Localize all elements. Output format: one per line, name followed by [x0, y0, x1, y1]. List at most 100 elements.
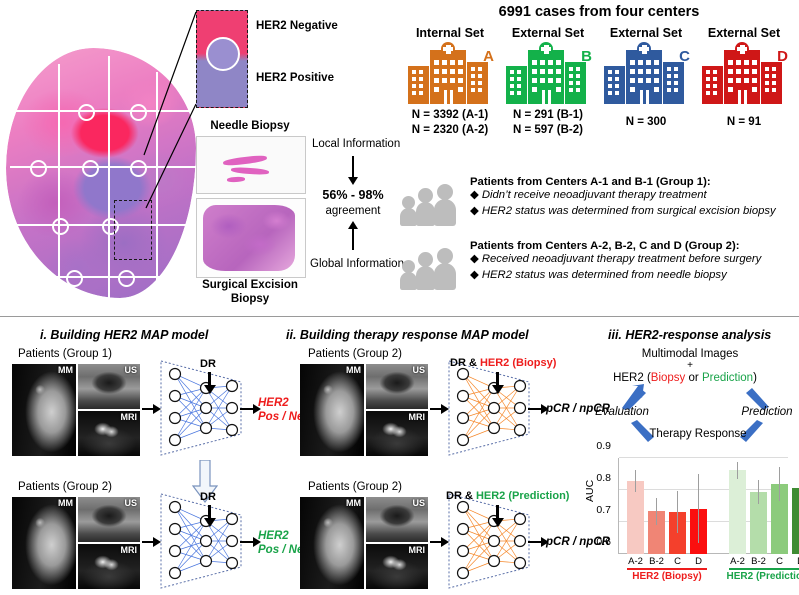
page-title: HER2 Intratumoral Heterogeneity: [38, 8, 166, 44]
chart-error-bar: [634, 470, 637, 493]
chart-gridline: [619, 489, 788, 490]
center-letter: C: [679, 48, 690, 65]
scan-tag-us: US: [124, 365, 137, 375]
ultrasound-image: US: [366, 364, 428, 409]
arrow-down-icon: [203, 372, 216, 394]
chart-error-bar: [736, 461, 739, 480]
agreement-block: 56% - 98% agreement: [310, 188, 396, 219]
chart-bar: [771, 483, 788, 554]
arrow-down-right-icon: [631, 420, 654, 442]
mri-image: MRI: [366, 411, 428, 456]
group-1-block: Patients from Centers A-1 and B-1 (Group…: [400, 176, 776, 226]
group-1-title: Patients from Centers A-1 and B-1 (Group…: [470, 176, 711, 188]
arrow-right-icon: [430, 404, 449, 413]
chart-group-underline: [729, 568, 799, 570]
panel-ii-row1-patients: Patients (Group 2): [308, 348, 402, 360]
chart-group-label: HER2 (Biopsy): [632, 571, 702, 582]
tissue-section: [203, 205, 295, 271]
puzzle-knob: [102, 218, 119, 235]
chart-x-tick: D: [695, 556, 702, 567]
panel-ii-row2-output: pCR / npCR: [546, 536, 610, 548]
arrow-down-left-icon: [740, 420, 763, 442]
chart-y-tick: 0.6: [596, 536, 611, 548]
chart-x-tick: B-2: [649, 556, 664, 567]
surgical-biopsy-image: [196, 198, 306, 278]
chart-error-bar: [676, 491, 679, 534]
agreement-word: agreement: [325, 205, 381, 217]
mammography-image: MM: [12, 497, 76, 589]
centers-title: 6991 cases from four centers: [498, 4, 700, 20]
arrow-up-left-icon: [746, 388, 769, 410]
neural-net-2: [160, 493, 242, 589]
chart-group-underline: [627, 568, 707, 570]
puzzle-line: [108, 56, 111, 298]
panel-ii-row1-dr-label: DR & HER2 (Biopsy): [450, 357, 557, 369]
label-her2-negative: HER2 Negative: [256, 20, 338, 32]
puzzle-knob: [30, 160, 47, 177]
panel-i-row1-output: HER2 Pos / Neg: [258, 397, 311, 423]
chart-x-tick: B-2: [751, 556, 766, 567]
chart-y-axis-label: AUC: [584, 479, 596, 502]
arrow-right-icon: [528, 537, 549, 546]
people-icon: [400, 244, 462, 290]
arrow-up-icon: [348, 221, 358, 250]
panel-ii-row1-output: pCR / npCR: [546, 403, 610, 415]
people-icon: [400, 180, 462, 226]
center-n-line: N = 2320 (A-2): [411, 124, 489, 136]
arrow-right-icon: [430, 537, 449, 546]
scan-tag-mri: MRI: [408, 412, 426, 422]
label-local-information: Local Information: [312, 138, 401, 150]
chart-x-tick: A-2: [730, 556, 745, 567]
scan-tag-us: US: [412, 498, 425, 508]
hospital-icon: C: [604, 42, 690, 104]
ultrasound-image: US: [78, 364, 140, 409]
group-2-title: Patients from Centers A-2, B-2, C and D …: [470, 240, 740, 252]
center-n-line: N = 3392 (A-1): [411, 109, 489, 121]
puzzle-knob: [118, 270, 135, 287]
puzzle-line: [14, 110, 192, 113]
arrow-down-icon: [491, 505, 504, 527]
mri-image: MRI: [78, 544, 140, 589]
set-label: External Set: [707, 26, 781, 40]
scan-tag-us: US: [412, 365, 425, 375]
chart-bar: [750, 491, 767, 554]
panel-iii-line3: HER2 (Biopsy or Prediction): [613, 372, 757, 384]
group-2-bullet: ◆ Received neoadjuvant therapy treatment…: [470, 253, 762, 265]
panel-iii-evaluation: Evaluation: [595, 406, 649, 418]
chart-x-tick: D: [797, 556, 799, 567]
label-her2-positive: HER2 Positive: [256, 72, 334, 84]
chart-y-tick: 0.9: [596, 440, 611, 452]
panel-iii-title: iii. HER2-response analysis: [608, 328, 772, 342]
label-surgical-excision-biopsy: Surgical Excision Biopsy: [202, 279, 298, 305]
group-2-bullet: ◆ HER2 status was determined from needle…: [470, 268, 727, 281]
chart-error-bar: [655, 498, 658, 525]
tissue-fragment: [226, 176, 246, 183]
group-2-block: Patients from Centers A-2, B-2, C and D …: [400, 240, 762, 290]
auc-bar-chart: AUC 0.6 0.7 0.8 0.9 A-2 B-2 C D HER2 (Biopsy) A-2…: [584, 440, 799, 592]
scan-tag-mm: MM: [58, 498, 73, 508]
panel-ii-title: ii. Building therapy response MAP model: [286, 328, 529, 342]
set-label: External Set: [511, 26, 585, 40]
arrow-right-icon: [142, 537, 161, 546]
puzzle-line: [10, 166, 196, 169]
chart-gridline: [619, 457, 788, 458]
center-column-d: External Set D N = 91: [696, 26, 792, 130]
neural-net-1: [160, 360, 242, 456]
transfer-arrow-icon: [192, 460, 218, 503]
ultrasound-image: US: [366, 497, 428, 542]
center-n-line: N = 291 (B-1): [513, 109, 583, 121]
panel-i-row2-output: HER2 Pos / Neg: [258, 530, 311, 556]
neural-net-4: [448, 493, 530, 589]
tumor-histology-image: [6, 48, 196, 298]
scan-tag-mm: MM: [346, 365, 361, 375]
arrow-down-icon: [348, 156, 358, 185]
panel-ii-row2-patients: Patients (Group 2): [308, 481, 402, 493]
divider: [0, 316, 799, 317]
chart-y-tick: 0.7: [596, 504, 611, 516]
scan-tag-mri: MRI: [120, 545, 138, 555]
puzzle-knob: [82, 160, 99, 177]
arrow-down-icon: [491, 372, 504, 394]
set-label: External Set: [609, 26, 683, 40]
arrow-right-icon: [528, 404, 549, 413]
agreement-range: 56% - 98%: [322, 188, 384, 202]
